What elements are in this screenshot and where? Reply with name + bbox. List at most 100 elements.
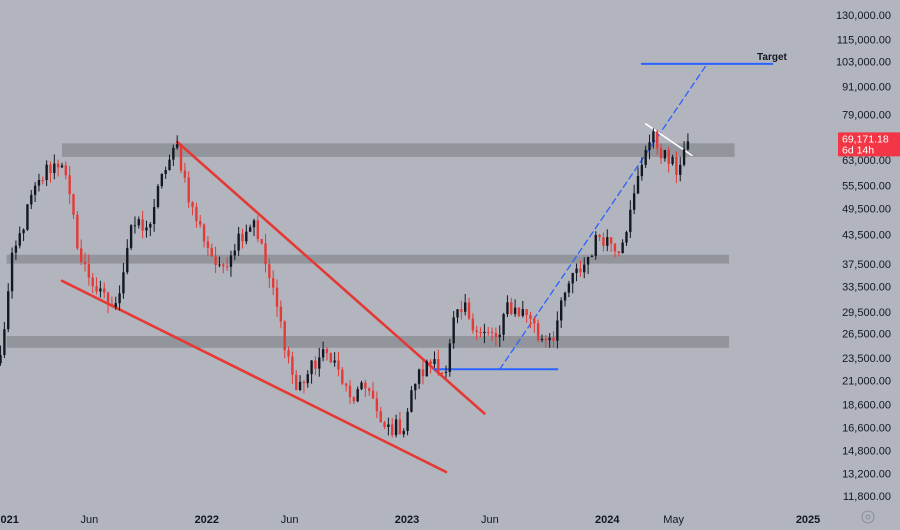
candle-body <box>295 374 298 390</box>
candle-body <box>237 233 240 251</box>
candle-body <box>483 331 486 334</box>
candle-body <box>310 360 313 375</box>
candle-body <box>264 243 267 265</box>
candle-body <box>129 225 133 248</box>
candle-body <box>30 194 33 205</box>
candle-body <box>513 307 517 315</box>
y-tick-label: 63,000.00 <box>842 155 891 167</box>
candle-body <box>106 292 110 304</box>
candle-body <box>552 337 555 341</box>
candle-body <box>191 202 194 208</box>
candle-body <box>229 255 233 267</box>
candle-body <box>206 241 210 248</box>
candle-body <box>621 242 624 253</box>
candle-body <box>10 252 14 292</box>
y-tick-label: 26,500.00 <box>842 329 891 341</box>
candle-body <box>606 237 609 246</box>
candle-body <box>321 349 325 358</box>
y-tick-label: 91,000.00 <box>842 81 891 93</box>
candle-body <box>629 209 632 233</box>
candle-body <box>510 302 513 315</box>
candle-body <box>210 247 213 257</box>
y-tick-label: 79,000.00 <box>842 110 891 122</box>
y-tick-label: 16,600.00 <box>842 422 891 434</box>
candle-body <box>613 243 617 252</box>
candle-body <box>583 264 586 273</box>
candle-body <box>133 225 137 227</box>
candle-body <box>590 255 594 258</box>
candle-body <box>433 359 436 364</box>
candle-body <box>306 374 309 384</box>
candle-body <box>149 223 152 228</box>
candle-body <box>56 163 60 168</box>
candle-body <box>241 233 244 242</box>
candle-body <box>260 238 263 244</box>
price-label-box <box>838 132 900 157</box>
candle-body <box>429 361 432 364</box>
candle-body <box>187 177 190 203</box>
candle-body <box>176 144 179 148</box>
candle-body <box>529 314 532 319</box>
candle-body <box>314 360 317 369</box>
candle-body <box>60 165 64 168</box>
candle-body <box>118 293 121 304</box>
candle-body <box>168 159 171 171</box>
candle-body <box>283 321 286 351</box>
candle-body <box>598 234 601 238</box>
chart-settings-icon[interactable] <box>861 510 875 524</box>
y-tick-label: 13,200.00 <box>842 468 891 480</box>
x-tick-label: May <box>663 514 684 526</box>
y-tick-label: 115,000.00 <box>837 34 891 46</box>
candle-body <box>179 144 183 171</box>
candle-body <box>452 317 455 344</box>
candle-body <box>26 204 29 230</box>
candle-body <box>3 329 6 356</box>
candle-body <box>368 388 371 391</box>
candle-body <box>76 214 79 249</box>
candle-body <box>540 338 544 341</box>
candle-body <box>679 164 682 175</box>
candle-body <box>437 359 440 373</box>
candle-body <box>406 411 409 431</box>
candle-body <box>256 220 260 239</box>
candle-body <box>586 257 590 265</box>
candle-body <box>352 397 356 402</box>
candle-body <box>560 300 563 321</box>
y-tick-label: 55,500.00 <box>842 181 891 193</box>
y-tick-label: 23,500.00 <box>842 353 891 365</box>
candle-body <box>91 277 94 287</box>
zone-2 <box>6 336 730 348</box>
y-tick-label: 49,500.00 <box>842 203 891 215</box>
y-tick-label: 33,500.00 <box>842 282 891 294</box>
candle-body <box>659 148 663 159</box>
candle-body <box>41 179 44 181</box>
candle-body <box>517 307 521 316</box>
candle-body <box>18 233 21 246</box>
candle-body <box>272 278 275 288</box>
candle-body <box>667 150 670 164</box>
candle-body <box>494 332 498 337</box>
candle-body <box>348 385 352 398</box>
candle-body <box>487 331 490 333</box>
candle-body <box>398 419 402 435</box>
trend-lines <box>60 62 774 474</box>
candle-body <box>490 331 494 333</box>
candle-body <box>567 283 571 293</box>
candle-body <box>675 157 678 175</box>
candle-body <box>114 303 117 307</box>
price-axis: 130,000.00 115,000.00 103,000.00 91,000.00 7… <box>836 10 891 503</box>
y-tick-label: 130,000.00 <box>836 10 891 22</box>
candle-body <box>45 164 48 180</box>
candlesticks <box>0 128 690 438</box>
candle-body <box>287 350 290 357</box>
candle-body <box>506 302 509 315</box>
candle-body <box>79 248 83 262</box>
candle-body <box>356 389 359 402</box>
candle-body <box>410 390 413 412</box>
time-axis: 2021 Jun 2022 Jun 2023 Jun 2024 May 2025 <box>0 514 820 526</box>
candle-body <box>222 264 225 267</box>
candle-body <box>325 349 329 354</box>
candle-body <box>99 288 102 292</box>
candle-body <box>456 309 459 318</box>
candle-body <box>152 207 156 224</box>
